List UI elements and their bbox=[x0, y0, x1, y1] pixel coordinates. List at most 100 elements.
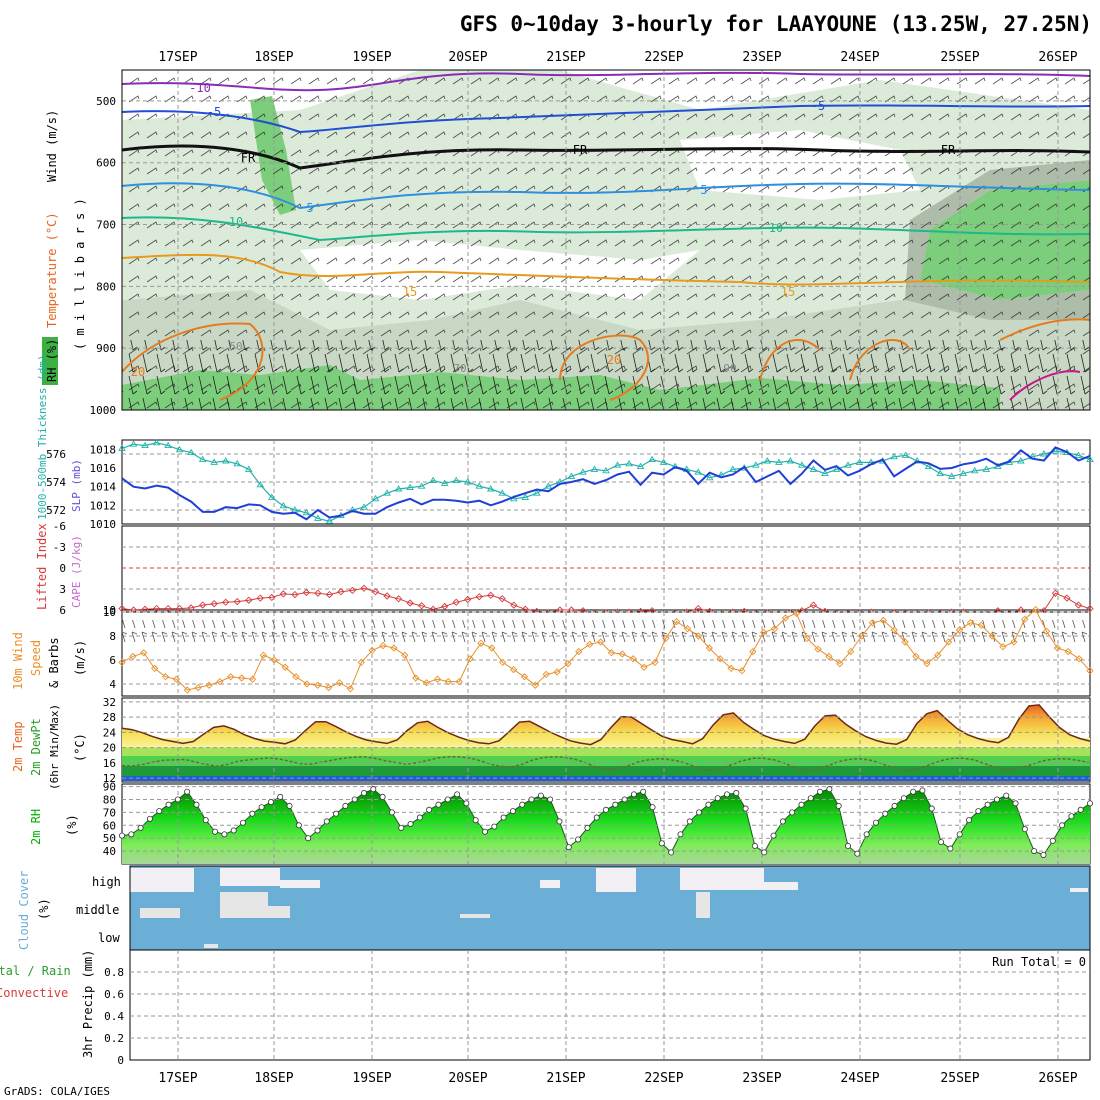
wind10m-marker bbox=[944, 638, 953, 646]
thickness-marker bbox=[936, 469, 944, 477]
temp2m-series-line bbox=[121, 704, 1091, 746]
rh2m-marker bbox=[500, 814, 507, 821]
cloud-high-clear-blocks bbox=[130, 868, 1088, 892]
thickness-marker bbox=[314, 514, 322, 521]
wind10m-marker bbox=[618, 650, 626, 658]
lifted-index-tick-label: 6 bbox=[59, 604, 66, 617]
lifted-index-marker bbox=[291, 590, 299, 599]
slp-tick-label: 1016 bbox=[90, 462, 117, 475]
rh2m-marker bbox=[547, 796, 554, 803]
contour-20 bbox=[121, 318, 1091, 401]
wind10m-tick-label: 6 bbox=[109, 654, 116, 667]
pressure-tick-label: 1000 bbox=[90, 404, 117, 417]
thickness-marker bbox=[890, 452, 898, 460]
thickness-marker bbox=[590, 465, 599, 472]
wind10m-marker bbox=[1010, 638, 1018, 646]
thickness-marker bbox=[383, 489, 391, 496]
lifted-index-marker bbox=[371, 588, 380, 596]
rh2m-marker bbox=[472, 817, 479, 824]
wind10m-marker bbox=[977, 621, 985, 629]
contour-15 bbox=[121, 253, 1091, 286]
wind10m-marker bbox=[346, 685, 355, 693]
wind10m-ticks: 4 6 8 10 bbox=[103, 606, 117, 691]
ylabel-rh: RH (%) bbox=[45, 339, 59, 382]
wind10m-marker bbox=[1075, 655, 1083, 663]
temp2m-band-ltgreen bbox=[122, 746, 1090, 756]
rh2m-marker bbox=[584, 824, 591, 831]
cloud-low-block bbox=[204, 944, 218, 948]
rh2m-marker bbox=[1049, 837, 1056, 844]
contour-minus10 bbox=[121, 71, 1091, 92]
rh2m-marker bbox=[593, 814, 600, 821]
upper-air-ylabel: RH (%) Temperature (°C) Wind (m/s) bbox=[42, 110, 59, 385]
wind10m-marker bbox=[1053, 644, 1062, 652]
wind10m-marker bbox=[401, 651, 409, 659]
wind10m-marker bbox=[129, 652, 137, 661]
wind10m-marker bbox=[150, 664, 159, 673]
thickness-marker bbox=[775, 458, 783, 465]
rh2m-marker bbox=[817, 788, 824, 795]
wind10m-marker bbox=[1064, 647, 1072, 656]
rh2m-marker bbox=[267, 799, 274, 806]
wind10m-marker bbox=[412, 674, 420, 682]
lifted-index-marker bbox=[475, 593, 483, 601]
rh2m-marker bbox=[174, 796, 181, 803]
wind10m-marker bbox=[227, 673, 235, 681]
upper-air-panel: -10 -5 FR 5 10 15 20 -5 FR FR 5 10 15 20 50 70 90 500 600… bbox=[42, 69, 1091, 417]
rh2m-marker bbox=[1059, 822, 1066, 829]
precip-run-total: Run Total = 0 bbox=[992, 955, 1086, 969]
precip-frame bbox=[129, 949, 1091, 1061]
lifted-index-marker bbox=[498, 595, 506, 603]
temp2m-tick-label: 28 bbox=[103, 711, 116, 724]
contour-labels: -10 -5 FR 5 10 15 20 -5 FR FR 5 10 15 20 50 70 90 bbox=[131, 81, 956, 379]
slp-tick-label: 1014 bbox=[90, 481, 117, 494]
wind10m-marker bbox=[792, 609, 800, 617]
thickness-marker bbox=[268, 493, 276, 500]
wind10m-marker bbox=[444, 677, 452, 686]
wind10m-marker bbox=[651, 658, 659, 667]
thickness-marker bbox=[521, 493, 530, 500]
contour-label: FR bbox=[941, 143, 956, 157]
wind10m-marker bbox=[781, 614, 790, 622]
thickness-marker bbox=[844, 461, 852, 468]
lifted-index-marker bbox=[337, 588, 345, 596]
wind10m-marker bbox=[770, 625, 779, 633]
temp2m-tick-label: 12 bbox=[103, 772, 116, 785]
thickness-marker bbox=[1086, 455, 1094, 463]
rh2m-marker bbox=[686, 818, 693, 825]
date-label-bottom: 18SEP bbox=[254, 1071, 293, 1086]
lifted-index-marker bbox=[1074, 601, 1083, 609]
wind10m-marker bbox=[205, 681, 213, 689]
rh2m-marker bbox=[360, 790, 367, 797]
wind10m-marker bbox=[455, 677, 463, 686]
rh2m-marker bbox=[789, 809, 796, 816]
temp2m-gridlines bbox=[122, 698, 1090, 782]
rh2m-marker bbox=[826, 786, 833, 793]
thickness-marker bbox=[832, 465, 841, 472]
rh2m-marker bbox=[891, 802, 898, 809]
wind10m-marker bbox=[586, 640, 594, 649]
wind10m-marker bbox=[738, 667, 746, 675]
wind10m-marker bbox=[814, 645, 822, 653]
ylabel-temp2m-line3: (6hr Min/Max) bbox=[48, 704, 61, 790]
contour-minus5 bbox=[121, 104, 1091, 134]
wind10m-marker bbox=[890, 626, 898, 634]
wind10m-marker bbox=[140, 649, 148, 657]
thickness-marker bbox=[279, 501, 288, 509]
ylabel-wind: Wind (m/s) bbox=[45, 110, 59, 182]
contour-label: 10 bbox=[769, 221, 783, 235]
rh2m-marker bbox=[444, 796, 451, 803]
lifted-index-marker bbox=[394, 595, 403, 603]
rh2m-marker bbox=[537, 792, 544, 799]
thickness-marker bbox=[256, 480, 265, 488]
rh2m-marker bbox=[239, 819, 246, 826]
wind10m-marker bbox=[379, 641, 387, 650]
thickness-marker bbox=[947, 472, 956, 479]
rh2m-marker bbox=[379, 793, 386, 800]
contour-label: -5 bbox=[207, 105, 221, 119]
thickness-marker bbox=[463, 478, 472, 485]
wind10m-marker bbox=[172, 675, 181, 683]
thickness-marker bbox=[752, 461, 760, 468]
lifted-index-marker bbox=[268, 593, 276, 602]
